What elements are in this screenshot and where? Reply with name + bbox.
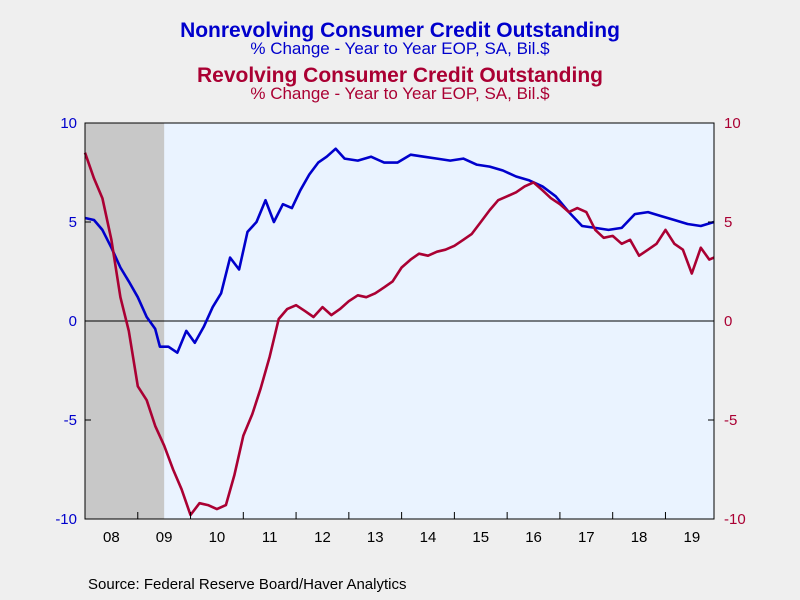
x-tick-label: 13: [367, 529, 384, 546]
y-left-tick-label: 5: [69, 214, 77, 231]
y-left-tick-label: 0: [69, 313, 77, 330]
y-right-tick-label: -5: [724, 412, 737, 429]
x-tick-label: 18: [631, 529, 648, 546]
source-note: Source: Federal Reserve Board/Haver Anal…: [88, 576, 407, 593]
x-tick-label: 08: [103, 529, 120, 546]
y-left-tick-label: 10: [60, 115, 77, 132]
chart-subtitle-revolving: % Change - Year to Year EOP, SA, Bil.$: [250, 84, 550, 103]
x-tick-label: 12: [314, 529, 331, 546]
y-right-tick-label: 10: [724, 115, 741, 132]
chart-subtitle-nonrevolving: % Change - Year to Year EOP, SA, Bil.$: [250, 39, 550, 58]
y-right-tick-label: 5: [724, 214, 732, 231]
y-right-tick-label: -10: [724, 511, 746, 528]
chart-title-revolving: Revolving Consumer Credit Outstanding: [196, 64, 604, 87]
x-tick-label: 10: [209, 529, 226, 546]
x-tick-label: 17: [578, 529, 595, 546]
x-tick-label: 19: [683, 529, 700, 546]
x-tick-label: 11: [262, 529, 278, 546]
x-tick-label: 14: [420, 529, 437, 546]
chart-title-nonrevolving: Nonrevolving Consumer Credit Outstanding: [180, 19, 620, 42]
series-line-nonrevolving: [84, 147, 715, 354]
x-tick-label: 16: [525, 529, 542, 546]
x-tick-label: 09: [156, 529, 173, 546]
y-right-tick-label: 0: [724, 313, 732, 330]
x-tick-label: 15: [472, 529, 489, 546]
y-left-tick-label: -5: [64, 412, 77, 429]
y-left-tick-label: -10: [55, 511, 77, 528]
